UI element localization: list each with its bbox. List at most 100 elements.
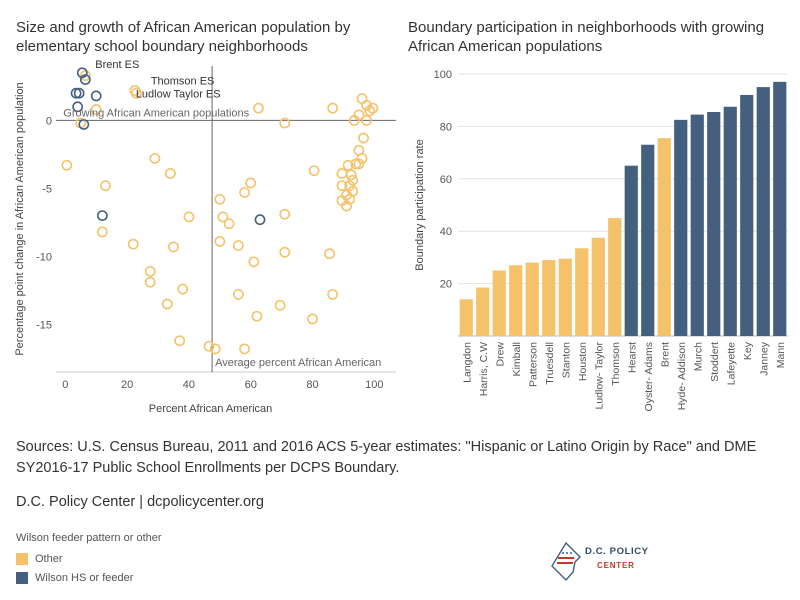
scatter-point-other xyxy=(168,241,179,253)
scatter-point-other xyxy=(279,246,291,258)
y-axis-label: Percentage point change in African Ameri… xyxy=(14,82,26,355)
scatter-point-other xyxy=(183,211,195,223)
scatter-point-other xyxy=(251,310,263,322)
x-category-label: Kimball xyxy=(511,342,523,376)
scatter-point-other xyxy=(361,115,373,126)
bar xyxy=(575,248,589,336)
scatter-point-wilson xyxy=(96,210,108,221)
x-category-label: Hearst xyxy=(626,342,638,373)
scatter-point-other xyxy=(232,240,244,251)
scatter-point-other xyxy=(347,174,359,186)
sources-note: Sources: U.S. Census Bureau, 2011 and 20… xyxy=(16,439,757,476)
scatter-point-other xyxy=(144,265,156,277)
growing-populations-label: Growing African American populations xyxy=(63,107,249,119)
scatter-point-other xyxy=(344,193,356,205)
legend-item-other: Other xyxy=(16,549,162,568)
bar-chart-title: Boundary participation in neighborhoods … xyxy=(408,19,765,55)
average-percent-label: Average percent African American xyxy=(215,357,381,369)
bar xyxy=(525,262,539,336)
x-category-label: Brent xyxy=(659,342,671,367)
scatter-point-other xyxy=(203,340,215,352)
x-category-label: Mann xyxy=(775,342,787,368)
scatter-point-wilson xyxy=(70,87,82,99)
scatter-point-other xyxy=(149,153,161,164)
x-category-label: Thomson xyxy=(610,342,622,386)
x-axis-label: Percent African American xyxy=(149,403,273,415)
scatter-point-other xyxy=(367,102,379,114)
x-category-label: Langdon xyxy=(461,342,473,383)
scatter-point-other xyxy=(348,115,360,126)
scatter-point-other xyxy=(342,159,354,171)
credit-line: D.C. Policy Center | dcpolicycenter.org xyxy=(16,494,264,510)
bar xyxy=(476,287,490,336)
scatter-point-other xyxy=(144,276,156,288)
bar xyxy=(641,144,655,336)
bar xyxy=(624,165,638,336)
bar xyxy=(723,106,737,336)
scatter-point-other xyxy=(164,168,176,179)
x-category-label: Stoddert xyxy=(709,342,721,382)
bar xyxy=(591,237,605,336)
scatter-chart: 0 20 40 60 80 100 0 -5 -10 -15 Percent African Ame… xyxy=(14,59,396,415)
scatter-point-wilson xyxy=(76,67,88,79)
x-tick-label: 0 xyxy=(62,379,68,391)
y-tick-label: 20 xyxy=(440,279,452,291)
x-category-label: Key xyxy=(742,341,754,360)
x-category-label: Oyster- Adams xyxy=(643,342,655,411)
x-category-label: Murch xyxy=(692,342,704,371)
scatter-point-other xyxy=(248,256,260,268)
bar xyxy=(509,265,523,336)
scatter-point-other xyxy=(177,283,189,295)
scatter-point-other xyxy=(239,187,250,198)
y-tick-label: -15 xyxy=(36,319,52,331)
bar xyxy=(657,138,671,336)
x-category-label: Houston xyxy=(577,342,589,381)
bar xyxy=(690,114,704,336)
y-tick-label: 0 xyxy=(46,115,52,127)
scatter-point-other xyxy=(223,218,235,230)
scatter-point-other xyxy=(324,248,335,260)
scatter-point-other xyxy=(217,211,229,223)
x-category-label: Ludlow- Taylor xyxy=(593,342,605,410)
scatter-point-other xyxy=(130,87,142,99)
y-tick-label: 60 xyxy=(440,174,452,186)
x-tick-label: 100 xyxy=(365,379,383,391)
scatter-point-other xyxy=(344,180,356,192)
scatter-point-other xyxy=(279,117,291,129)
scatter-point-wilson xyxy=(90,90,102,102)
scatter-point-other xyxy=(90,104,102,115)
annotation-brent: Brent ES xyxy=(95,59,139,71)
scatter-point-wilson xyxy=(72,101,84,113)
scatter-point-other xyxy=(127,238,139,250)
scatter-point-other xyxy=(209,343,221,355)
scatter-point-other xyxy=(336,180,348,192)
annotation-thomson: Thomson ES xyxy=(151,75,215,87)
bar xyxy=(773,81,787,336)
scatter-point-other xyxy=(96,226,108,238)
x-category-label: Truesdell xyxy=(544,342,556,385)
x-category-label: Janney xyxy=(758,341,770,376)
scatter-point-other xyxy=(279,208,291,220)
scatter-point-other xyxy=(364,105,376,117)
bar xyxy=(558,258,572,336)
scatter-point-wilson xyxy=(254,214,266,226)
legend-item-wilson: Wilson HS or feeder xyxy=(16,568,162,587)
y-tick-label: 40 xyxy=(440,226,452,238)
y-tick-label: 80 xyxy=(440,121,452,133)
scatter-point-other xyxy=(353,158,365,170)
scatter-point-other xyxy=(336,168,348,179)
scatter-title: Size and growth of African American popu… xyxy=(16,19,351,55)
scatter-point-other xyxy=(79,70,91,81)
scatter-point-other xyxy=(239,343,250,355)
legend-label-wilson: Wilson HS or feeder xyxy=(35,571,134,584)
x-tick-label: 20 xyxy=(121,379,133,391)
scatter-point-other xyxy=(361,100,373,111)
bar xyxy=(492,270,506,336)
scatter-point-other xyxy=(174,335,186,347)
scatter-point-other xyxy=(307,313,318,325)
bar xyxy=(459,299,473,336)
dc-policy-center-logo: D.C. POLICY CENTER xyxy=(551,542,661,582)
x-tick-label: 40 xyxy=(183,379,195,391)
logo-text-line2: CENTER xyxy=(597,561,635,570)
x-category-label: Patterson xyxy=(527,342,539,387)
